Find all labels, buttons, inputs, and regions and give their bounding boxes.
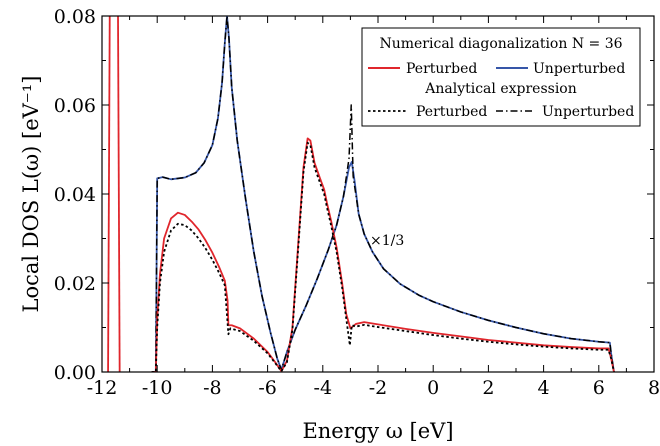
series-line-numerical-perturbed-2: [117, 16, 121, 372]
series-line-numerical-perturbed-3: [151, 137, 615, 372]
series-line-analytical-perturbed: [151, 141, 615, 372]
legend-label-numerical-unperturbed: Unperturbed: [533, 61, 625, 77]
ticks-layer: -12 -10 -8 -6 -4 -2 0 2 4 6 8 0.00 0.02 0.04 0.06 0.08: [54, 6, 660, 399]
y-tick-label: 0.08: [54, 6, 96, 28]
x-tick-label: 6: [593, 377, 605, 399]
x-tick-label: 0: [427, 377, 439, 399]
x-tick-label: 2: [482, 377, 494, 399]
x-tick-label: 4: [538, 377, 550, 399]
x-tick-label: -12: [87, 377, 118, 399]
legend-heading-analytical: Analytical expression: [424, 81, 577, 97]
y-tick-label: 0.02: [54, 273, 96, 295]
y-axis-title: Local DOS L(ω) [eV⁻¹]: [19, 76, 43, 313]
y-tick-label: 0.04: [54, 184, 96, 206]
x-axis-title: Energy ω [eV]: [302, 419, 453, 443]
x-tick-label: 8: [648, 377, 660, 399]
series-line-analytical-unperturbed: [151, 16, 615, 372]
x-tick-label: -2: [369, 377, 388, 399]
y-tick-label: 0.00: [54, 362, 96, 384]
y-tick-label: 0.06: [54, 95, 96, 117]
scale-annotation: ×1/3: [370, 233, 404, 249]
legend-heading-numerical: Numerical diagonalization N = 36: [379, 36, 622, 52]
x-tick-label: -10: [142, 377, 173, 399]
legend: Numerical diagonalization N = 36 Perturb…: [361, 27, 641, 127]
legend-label-analytical-unperturbed: Unperturbed: [542, 104, 634, 120]
legend-label-numerical-perturbed: Perturbed: [406, 61, 477, 77]
x-tick-label: -4: [314, 377, 333, 399]
x-tick-label: -6: [258, 377, 277, 399]
legend-box: [361, 27, 641, 127]
legend-label-analytical-perturbed: Perturbed: [416, 104, 487, 120]
x-tick-label: -8: [203, 377, 222, 399]
